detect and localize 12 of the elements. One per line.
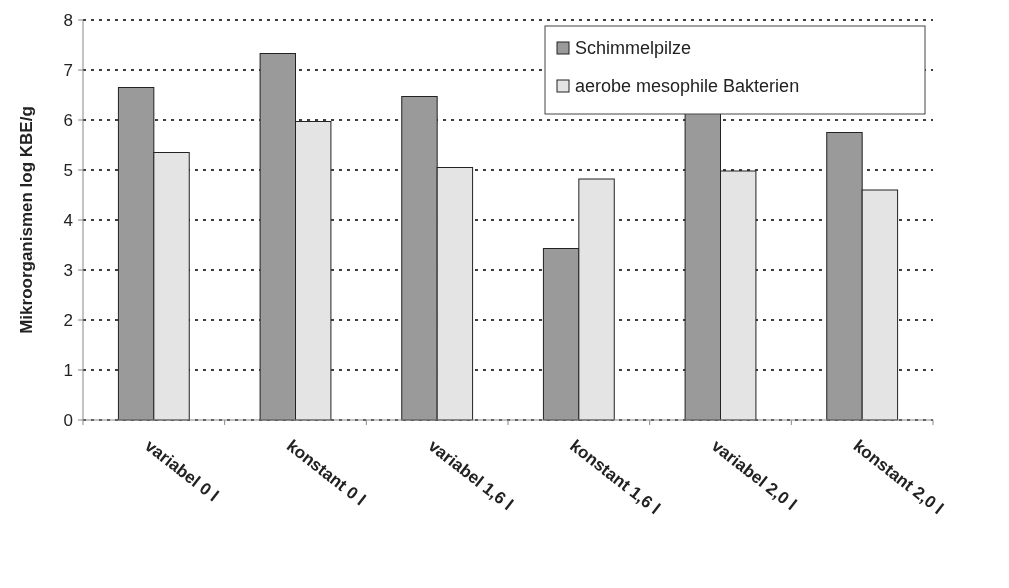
legend-label: Schimmelpilze [575,38,692,59]
y-tick-label: 1 [63,360,73,380]
y-tick-label: 0 [63,410,73,430]
y-tick-label: 8 [63,10,73,30]
y-tick-label: 7 [63,60,73,80]
y-tick-label: 6 [63,110,73,130]
y-tick-label: 4 [63,210,73,230]
y-tick-label: 2 [63,310,73,330]
y-tick-label: 5 [63,160,73,180]
y-tick-label: 3 [63,260,73,280]
legend-label: aerobe mesophile Bakterien [575,76,800,97]
y-axis-title: Mikroorganismen log KBE/g [17,106,36,334]
